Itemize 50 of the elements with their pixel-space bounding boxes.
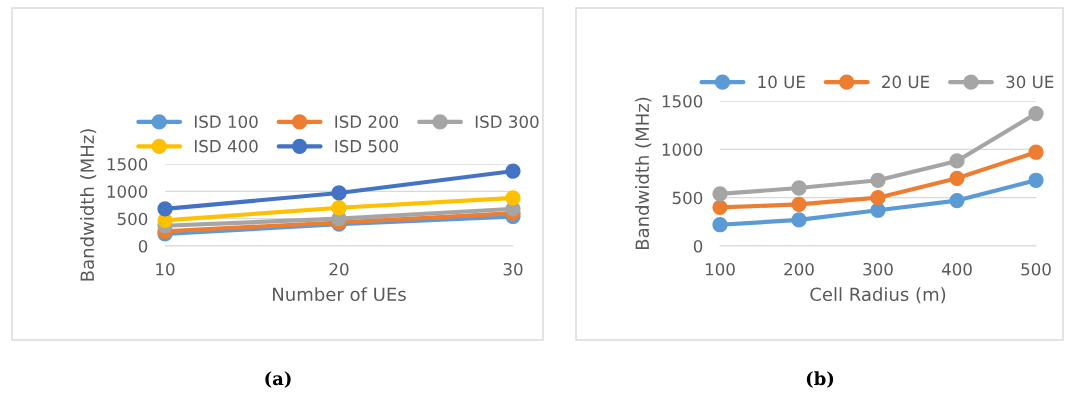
- point: [949, 153, 965, 169]
- x-tick-label: 500: [1021, 262, 1051, 276]
- y-tick-label: 500: [117, 212, 148, 226]
- point: [331, 200, 347, 216]
- x-tick-label: 20: [329, 262, 349, 276]
- x-tick-label: 30: [503, 262, 523, 276]
- y-tick-label: 500: [672, 191, 703, 205]
- legend-label: ISD 200: [335, 115, 399, 128]
- legend-label: ISD 400: [194, 139, 258, 153]
- point: [712, 199, 728, 215]
- point: [870, 202, 886, 218]
- y-axis-title: Bandwidth (MHz): [80, 129, 97, 281]
- y-tick-label: 1000: [107, 185, 148, 198]
- point: [949, 170, 965, 186]
- x-tick-label: 100: [705, 262, 735, 276]
- text: (a): [265, 371, 291, 388]
- point: [157, 201, 173, 217]
- legend-label: 30 UE: [1006, 75, 1054, 89]
- point: [870, 172, 886, 188]
- x-axis-title: Number of UEs: [273, 287, 406, 302]
- y-axis-title: Bandwidth (MHz): [635, 97, 652, 250]
- point: [791, 180, 807, 196]
- y-tick-label: 0: [138, 239, 148, 253]
- x-tick-label: 200: [784, 262, 814, 276]
- point: [712, 186, 728, 202]
- text: (b): [806, 371, 834, 388]
- x-axis-title: Cell Radius (m): [810, 287, 946, 304]
- point: [505, 163, 521, 179]
- y-tick-label: 0: [693, 239, 703, 253]
- point: [791, 196, 807, 213]
- point: [791, 212, 807, 228]
- x-tick-label: 300: [863, 262, 893, 276]
- x-tick-label: 400: [941, 262, 972, 276]
- legend-label: 10 UE: [758, 75, 805, 89]
- point: [331, 185, 347, 201]
- y-tick-label: 1500: [662, 94, 703, 108]
- legend-label: 20 UE: [882, 75, 930, 89]
- point: [1028, 172, 1044, 188]
- y-tick-label: 1000: [662, 143, 703, 156]
- point: [1028, 105, 1044, 122]
- legend-label: ISD 500: [335, 139, 399, 153]
- point: [505, 190, 521, 206]
- point: [870, 190, 886, 206]
- point: [949, 192, 965, 209]
- point: [1028, 144, 1044, 160]
- point: [712, 217, 728, 233]
- y-tick-label: 1500: [107, 157, 148, 171]
- x-tick-label: 10: [156, 262, 175, 276]
- legend-label: ISD 100: [194, 115, 258, 128]
- legend-label: ISD 300: [475, 115, 539, 128]
